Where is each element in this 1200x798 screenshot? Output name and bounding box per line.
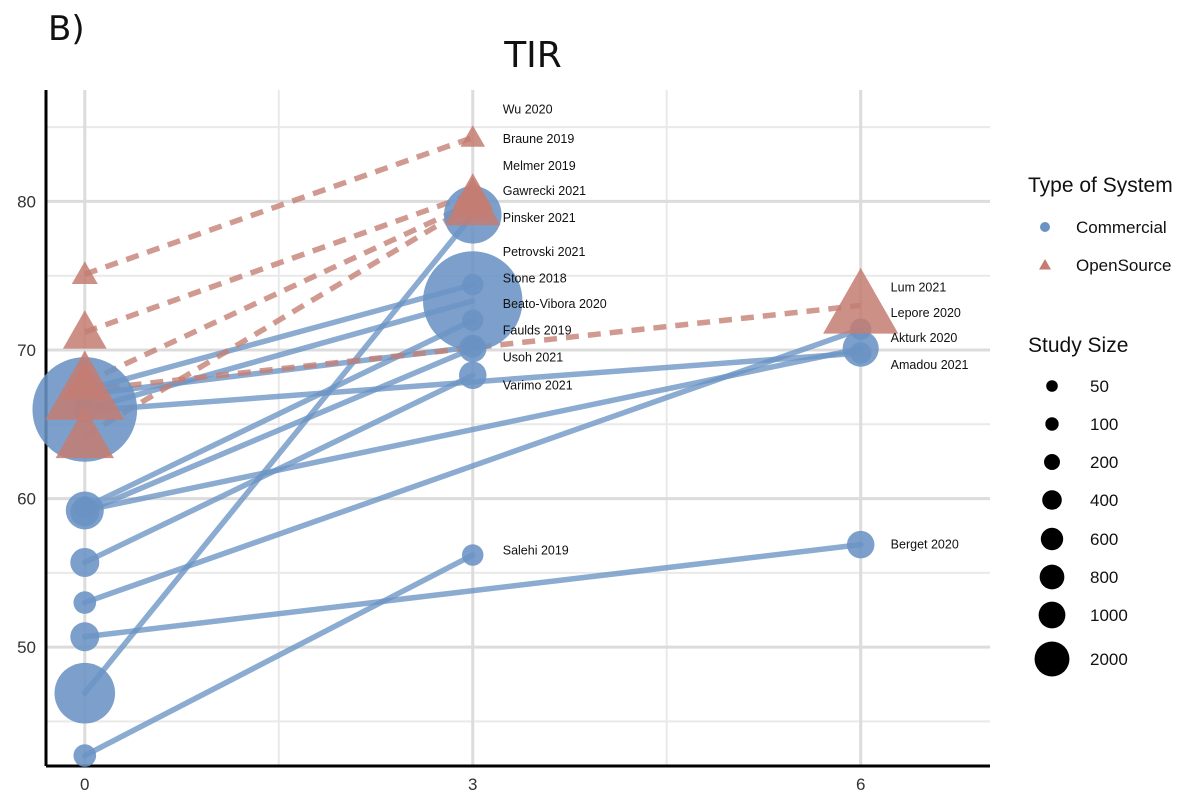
series-point [65, 491, 104, 530]
legend-type-title: Type of System [1028, 174, 1173, 197]
series-point [54, 662, 116, 724]
legend: Type of System Study Size Commercial Open… [1028, 174, 1173, 677]
series-line [82, 541, 864, 640]
series-line [82, 345, 864, 514]
y-tick-label: 50 [17, 638, 36, 657]
legend-size-marker [1045, 417, 1059, 431]
series-point [423, 251, 523, 351]
series-point [73, 744, 97, 767]
panel-letter: B) [48, 9, 85, 49]
study-label: Gawrecki 2021 [503, 184, 586, 198]
legend-size-label: 200 [1090, 453, 1118, 472]
study-label: Pinsker 2021 [503, 211, 576, 225]
series-point [460, 125, 486, 147]
legend-size-marker [1046, 380, 1058, 392]
study-label: Akturk 2020 [891, 331, 958, 345]
series-point [458, 361, 487, 390]
series-line [83, 202, 475, 439]
series-point [461, 336, 484, 358]
series-line [82, 317, 476, 511]
grid [46, 90, 990, 766]
study-label: Petrovski 2021 [503, 245, 586, 259]
legend-commercial-marker [1040, 222, 1050, 232]
y-tick-label: 60 [17, 490, 36, 509]
series-line [82, 344, 476, 398]
study-label: Braune 2019 [503, 132, 575, 146]
series-point [444, 176, 501, 226]
legend-opensource-marker [1039, 259, 1051, 270]
study-label: Beato-Vibora 2020 [503, 297, 607, 311]
study-label: Faulds 2019 [503, 324, 572, 338]
series-point [849, 342, 872, 364]
series-point [70, 622, 100, 652]
series-point [55, 406, 115, 459]
study-label: Berget 2020 [891, 538, 959, 552]
series-line [82, 298, 476, 413]
series-point [823, 267, 899, 334]
series-line [82, 212, 476, 696]
study-label: Usoh 2021 [503, 350, 564, 364]
series-point [45, 350, 125, 420]
series-line [84, 302, 861, 393]
legend-size-label: 600 [1090, 530, 1118, 549]
series-line [82, 552, 476, 759]
study-label: Amadou 2021 [891, 358, 969, 372]
legend-size-label: 100 [1090, 415, 1118, 434]
legend-size-label: 2000 [1090, 650, 1128, 669]
study-label: Salehi 2019 [503, 544, 569, 558]
legend-size-marker [1039, 564, 1065, 590]
series-point [461, 544, 484, 566]
study-label: Melmer 2019 [503, 159, 576, 173]
series-line [82, 281, 476, 393]
study-label: Lum 2021 [891, 281, 947, 295]
series-point [71, 261, 98, 284]
legend-size-label: 400 [1090, 491, 1118, 510]
x-tick-label: 3 [468, 775, 477, 794]
x-tick-label: 0 [80, 775, 89, 794]
legend-size-marker [1040, 527, 1064, 551]
legend-size-marker [1034, 641, 1070, 677]
legend-size-label: 50 [1090, 377, 1109, 396]
series-point [73, 591, 97, 614]
study-labels: Wu 2020 Braune 2019 Melmer 2019 Gawrecki 20… [503, 102, 969, 557]
chart-title: TIR [503, 35, 562, 76]
series-line [82, 345, 476, 515]
series-point [461, 309, 484, 332]
legend-type-label: OpenSource [1076, 256, 1171, 275]
study-label: Lepore 2020 [891, 306, 961, 320]
y-tick-label: 70 [17, 341, 36, 360]
series-point [846, 530, 875, 559]
series-lines [82, 134, 864, 759]
x-tick-label: 6 [856, 775, 865, 794]
legend-size-title: Study Size [1028, 334, 1128, 357]
series-point [62, 310, 107, 349]
study-label: Stone 2018 [503, 272, 567, 286]
series-line [83, 200, 474, 386]
series-line [83, 191, 474, 335]
series-line [83, 134, 474, 277]
legend-type-label: Commercial [1076, 218, 1167, 237]
series-points [32, 125, 899, 767]
y-tick-label: 80 [17, 192, 36, 211]
legend-size-label: 1000 [1090, 606, 1128, 625]
legend-size-marker [1038, 601, 1066, 629]
study-label: Wu 2020 [503, 102, 553, 116]
legend-size-marker [1042, 490, 1062, 510]
legend-size-marker [1044, 454, 1060, 470]
study-label: Varimo 2021 [503, 379, 573, 393]
series-point [70, 547, 100, 577]
legend-size-label: 800 [1090, 568, 1118, 587]
